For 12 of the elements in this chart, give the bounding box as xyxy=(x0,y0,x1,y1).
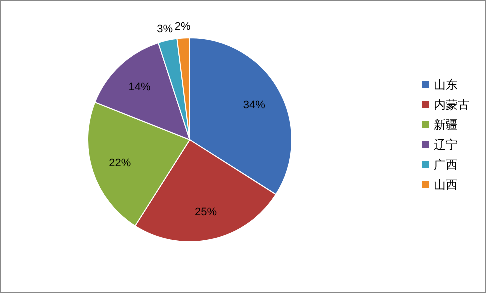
data-label: 25% xyxy=(195,206,218,219)
legend-label: 广西 xyxy=(434,158,458,172)
data-label: 14% xyxy=(128,81,151,94)
legend-label: 新疆 xyxy=(434,118,458,132)
data-label: 3% xyxy=(157,24,174,36)
data-label: 34% xyxy=(243,100,266,112)
legend-label: 内蒙古 xyxy=(434,98,470,112)
legend-label: 辽宁 xyxy=(434,138,458,152)
legend-label: 山东 xyxy=(434,78,458,92)
data-label: 2% xyxy=(174,20,191,33)
legend-label: 山西 xyxy=(434,178,458,192)
data-label: 22% xyxy=(109,158,132,170)
